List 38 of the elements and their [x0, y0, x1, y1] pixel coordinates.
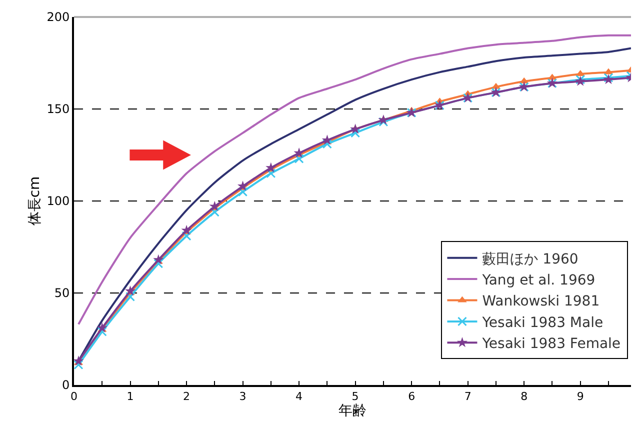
- y-tick-label: 100: [46, 194, 70, 208]
- point: [124, 286, 136, 296]
- point: [97, 326, 107, 336]
- point: [96, 322, 108, 332]
- point: [154, 258, 164, 268]
- y-tick-label: 50: [54, 286, 70, 300]
- y-tick-label: 150: [46, 102, 70, 116]
- x-tick-label: 6: [408, 390, 416, 404]
- x-tick-label: 1: [126, 390, 134, 404]
- x-tick-label: 7: [464, 390, 472, 404]
- legend-label: Yang et al. 1969: [481, 272, 596, 288]
- point: [238, 187, 248, 197]
- point: [153, 254, 164, 264]
- y-tick-label: 200: [46, 10, 70, 24]
- point: [266, 162, 276, 172]
- y-tick-label: 0: [62, 378, 70, 392]
- point: [126, 292, 136, 302]
- legend-label: Yesaki 1983 Female: [481, 336, 621, 352]
- line-series: [78, 34, 631, 326]
- point: [294, 148, 304, 158]
- x-tick-label: 2: [183, 390, 190, 404]
- legend-label: Yesaki 1983 Male: [481, 314, 604, 331]
- legend-label: 藪田ほか 1960: [482, 251, 578, 268]
- point: [237, 180, 248, 191]
- point: [74, 355, 84, 366]
- point: [74, 360, 84, 370]
- x-tick-label: 9: [576, 390, 584, 404]
- x-tick-label: 5: [352, 390, 359, 404]
- point: [378, 117, 388, 127]
- point: [294, 154, 304, 164]
- legend-label: Wankowski 1981: [482, 294, 600, 310]
- point: [350, 128, 360, 138]
- x-tick-label: 3: [239, 390, 246, 404]
- x-tick-label: 8: [520, 390, 528, 404]
- y-axis-title: 体長cm: [26, 176, 43, 226]
- x-tick-label: 4: [296, 390, 303, 404]
- x-axis-title: 年齢: [338, 403, 366, 420]
- point: [266, 168, 276, 178]
